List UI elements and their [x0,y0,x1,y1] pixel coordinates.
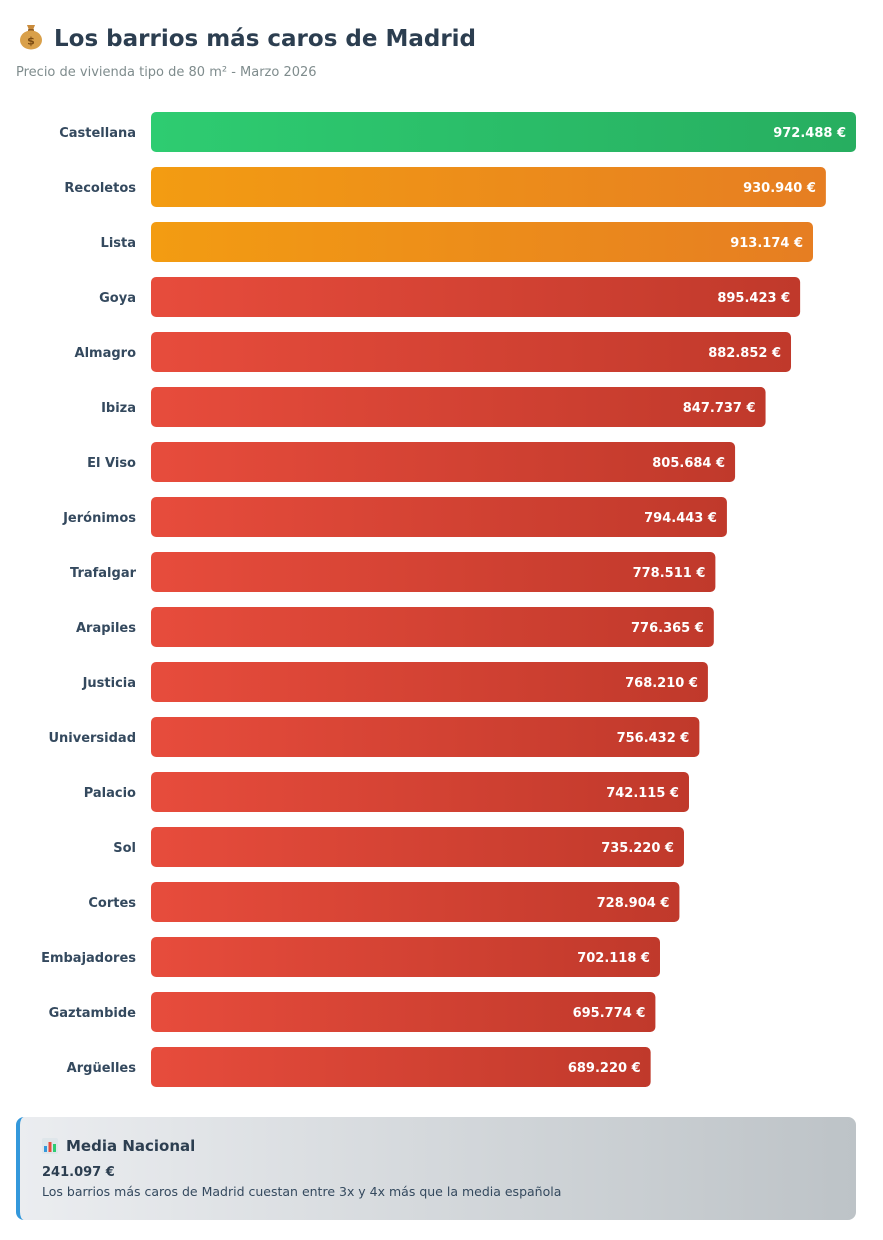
category-label: Gaztambide [49,1006,137,1021]
bar-value-label: 742.115 € [606,786,679,801]
bars-group: Castellana 972.488 € Recoletos 930.940 € Lis… [41,112,856,1087]
chart-header: $ Los barrios más caros de Madrid [18,22,476,56]
summary-value: 241.097 € [42,1165,115,1180]
bar-chart-icon [42,1138,58,1154]
category-label: Jerónimos [62,511,136,526]
bar-value-label: 776.365 € [631,621,704,636]
bar-value-label: 895.423 € [717,291,790,306]
bar-value-label: 930.940 € [743,181,816,196]
category-label: Argüelles [67,1061,137,1076]
bar-value-label: 913.174 € [730,236,803,251]
bar-value-label: 735.220 € [601,841,674,856]
category-label: Sol [113,841,136,856]
bar [151,607,714,647]
category-label: Arapiles [76,621,136,636]
page-title: Los barrios más caros de Madrid [54,26,477,52]
bar-value-label: 689.220 € [568,1061,641,1076]
bar-value-label: 728.904 € [597,896,670,911]
bar [151,552,716,592]
bar [151,332,792,372]
bar [151,827,684,867]
bar-value-label: 778.511 € [633,566,706,581]
bar [151,882,680,922]
category-label: Justicia [82,676,136,691]
bar-value-label: 695.774 € [573,1006,646,1021]
category-label: El Viso [87,456,136,471]
bar [151,992,656,1032]
category-label: Universidad [48,731,136,746]
bar-value-label: 805.684 € [652,456,725,471]
bar-chart: Castellana 972.488 € Recoletos 930.940 € Lis… [41,112,856,1087]
bar [151,387,766,427]
bar-value-label: 847.737 € [683,401,756,416]
category-label: Trafalgar [70,566,137,581]
bar [151,112,856,152]
bar [151,1047,651,1087]
bar-value-label: 794.443 € [644,511,717,526]
bar [151,222,814,262]
bar [151,662,708,702]
bar [151,717,700,757]
category-label: Embajadores [41,951,136,966]
bar-value-label: 702.118 € [577,951,650,966]
bar [151,167,826,207]
category-label: Cortes [88,896,136,911]
svg-text:$: $ [27,35,35,48]
category-label: Castellana [59,126,136,141]
category-label: Lista [101,236,136,251]
category-label: Palacio [84,786,136,801]
summary-title-row: Media Nacional [42,1137,834,1155]
category-label: Recoletos [64,181,136,196]
bar-value-label: 768.210 € [625,676,698,691]
money-bag-icon: $ [18,22,48,56]
page-subtitle: Precio de vivienda tipo de 80 m² - Marzo… [16,65,317,80]
bar [151,497,727,537]
bar-value-label: 882.852 € [708,346,781,361]
bar-value-label: 756.432 € [617,731,690,746]
bar [151,937,660,977]
category-label: Goya [99,291,136,306]
bar-value-label: 972.488 € [773,126,846,141]
summary-title: Media Nacional [66,1137,196,1155]
bar [151,442,736,482]
bar [151,772,689,812]
summary-note: Los barrios más caros de Madrid cuestan … [42,1184,562,1199]
title-row: $ Los barrios más caros de Madrid [18,22,476,56]
category-label: Almagro [75,346,137,361]
bar [151,277,801,317]
category-label: Ibiza [101,401,136,416]
summary-card: Media Nacional 241.097 € Los barrios más… [16,1117,856,1220]
